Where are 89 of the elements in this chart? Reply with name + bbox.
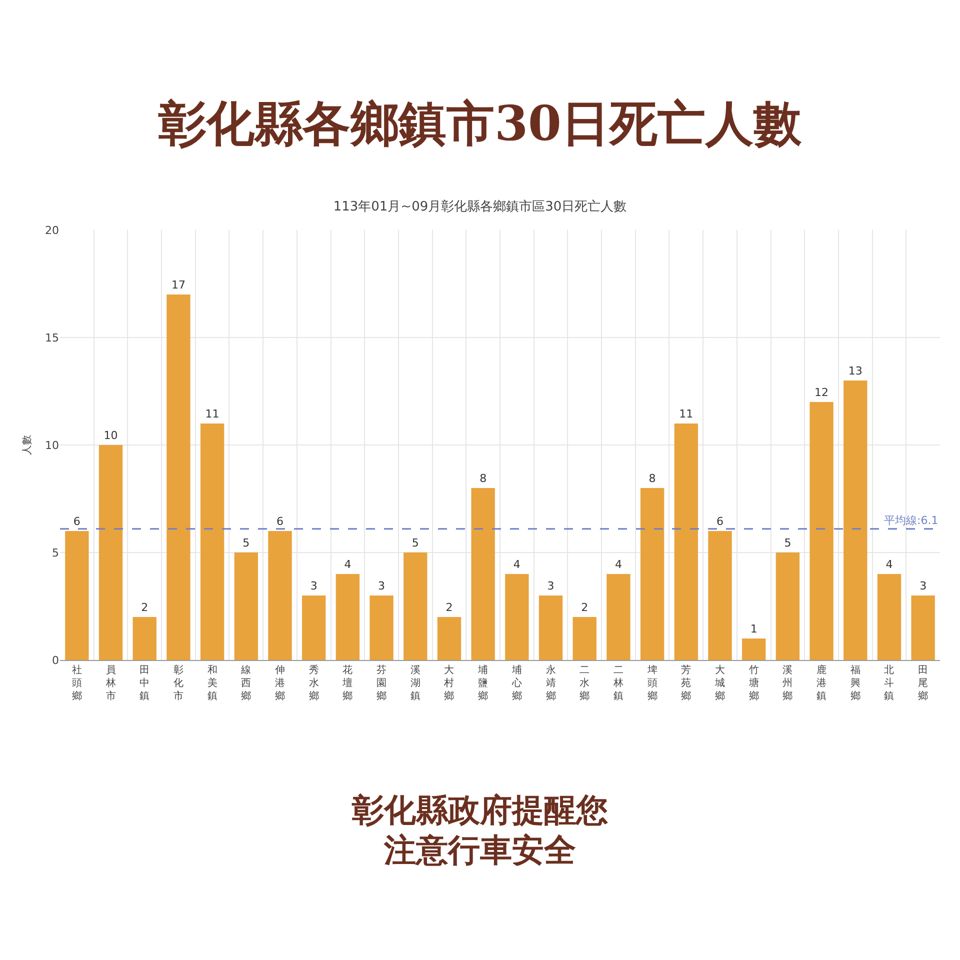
data-label: 5 (242, 536, 250, 550)
bar (336, 574, 360, 660)
bar (640, 488, 664, 660)
bar (606, 574, 630, 660)
bar (132, 617, 156, 660)
data-label: 4 (614, 558, 622, 571)
x-tick-label: 埔鹽鄉 (477, 664, 488, 702)
data-label: 3 (920, 580, 927, 592)
data-label: 6 (276, 515, 284, 528)
data-label: 8 (480, 472, 487, 485)
data-label: 13 (848, 364, 862, 378)
bar (505, 574, 529, 660)
bar (404, 552, 428, 660)
bar (810, 402, 834, 660)
bar (776, 552, 800, 660)
bar (98, 445, 123, 660)
bar (708, 531, 732, 660)
x-tick-label: 伸港鄉 (275, 665, 285, 702)
x-tick-label: 溪湖鎮 (410, 664, 420, 702)
bar (471, 488, 495, 660)
bar (234, 552, 258, 660)
data-label: 17 (171, 278, 186, 292)
x-tick-label: 田中鎮 (140, 665, 150, 702)
x-tick-label: 竹塘鄉 (748, 664, 759, 702)
x-tick-label: 田尾鄉 (918, 665, 928, 702)
x-tick-label: 鹿港鎮 (816, 664, 827, 702)
x-tick-label: 芬園鄉 (376, 664, 387, 702)
bar (674, 424, 698, 660)
y-tick-label: 20 (45, 224, 59, 237)
x-tick-label: 二林鎮 (612, 665, 624, 702)
bar (302, 596, 326, 660)
data-label: 5 (412, 536, 419, 550)
data-label: 5 (784, 536, 792, 550)
data-label: 2 (446, 601, 453, 614)
x-tick-label: 福興鄉 (850, 664, 860, 702)
data-label: 3 (547, 580, 554, 592)
x-tick-label: 永靖鄉 (546, 664, 556, 702)
data-label: 11 (679, 408, 694, 420)
x-tick-label: 溪州鄉 (782, 664, 793, 702)
bar (572, 617, 596, 660)
x-tick-label: 二水鄉 (580, 665, 590, 702)
x-tick-label: 員林市 (104, 665, 116, 702)
data-label: 8 (648, 472, 656, 485)
data-label: 1 (750, 622, 758, 636)
bar (370, 596, 394, 660)
x-tick-label: 社頭鄉 (72, 664, 82, 702)
chart-subtitle: 113年01月~09月彰化縣各鄉鎮市區30日死亡人數 (333, 198, 627, 214)
x-tick-label: 大城鄉 (714, 664, 725, 702)
x-tick-label: 線西鄉 (240, 665, 252, 702)
data-label: 10 (104, 429, 118, 442)
data-label: 4 (513, 558, 520, 571)
bar (268, 531, 292, 660)
bar (877, 574, 902, 660)
data-label: 2 (581, 601, 588, 614)
data-label: 2 (141, 601, 148, 614)
text: 彰化縣政府提醒您 (352, 791, 608, 829)
bar (844, 380, 868, 660)
data-label: 6 (716, 515, 724, 528)
x-tick-label: 秀水鄉 (308, 664, 319, 702)
x-tick-label: 彰化市 (173, 664, 184, 702)
bar (911, 596, 935, 660)
x-tick-label: 花壇鄉 (342, 664, 353, 702)
data-label: 4 (344, 558, 352, 571)
bar (538, 596, 563, 660)
chart-title: 彰化縣各鄉鎮市30日死亡人數 (157, 95, 802, 154)
bar (742, 638, 766, 660)
y-axis-title: 人數 (21, 435, 33, 455)
x-tick-label: 芳苑鄉 (681, 664, 692, 702)
bar (166, 294, 190, 660)
y-tick-label: 10 (45, 438, 59, 452)
data-label: 12 (814, 386, 829, 399)
bar (200, 424, 224, 660)
data-label: 6 (73, 515, 80, 528)
data-label: 11 (205, 408, 220, 420)
y-tick-label: 15 (45, 331, 59, 344)
bar (65, 531, 89, 660)
y-tick-label: 0 (52, 654, 59, 667)
data-label: 4 (886, 558, 893, 571)
x-tick-label: 埔心鄉 (510, 664, 522, 702)
x-tick-label: 大村鄉 (443, 664, 454, 702)
data-label: 3 (310, 580, 318, 592)
x-tick-label: 北斗鎮 (884, 664, 894, 702)
x-tick-label: 埤頭鄉 (646, 664, 658, 702)
ref-line-label: 平均線:6.1 (884, 514, 938, 527)
text: 注意行車安全 (384, 831, 576, 869)
y-tick-label: 5 (52, 546, 59, 560)
x-tick-label: 和美鎮 (207, 664, 218, 702)
data-label: 3 (378, 580, 386, 592)
bar (437, 617, 462, 660)
